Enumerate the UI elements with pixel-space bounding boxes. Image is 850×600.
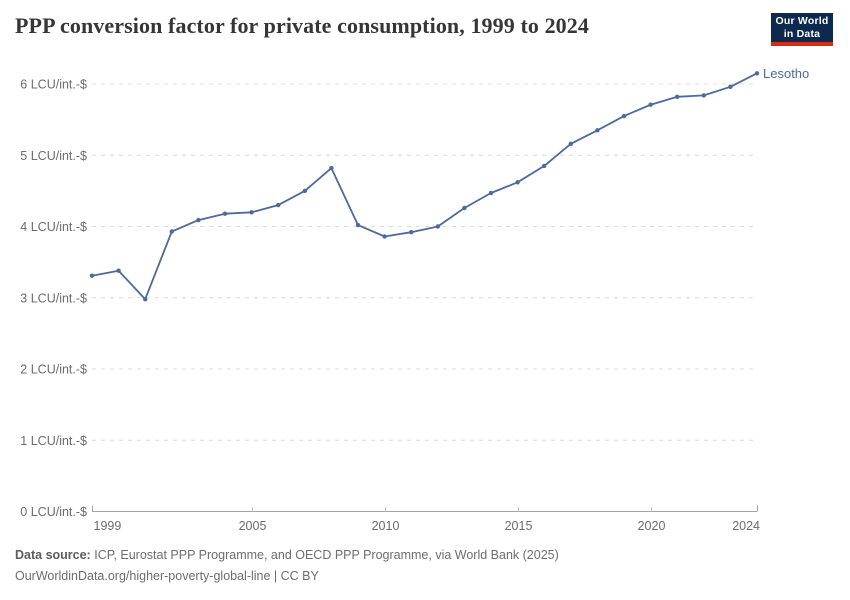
footer-link-line[interactable]: OurWorldinData.org/higher-poverty-global… (15, 569, 319, 583)
x-tick-label: 1999 (94, 519, 122, 533)
data-point[interactable] (169, 229, 174, 234)
data-point[interactable] (754, 71, 760, 76)
entity-label[interactable]: Lesotho (763, 66, 809, 81)
x-tick-label: 2005 (239, 519, 267, 533)
owid-logo[interactable]: Our World in Data (771, 13, 833, 46)
x-tick-label: 2024 (732, 519, 760, 533)
y-tick-label: 1 LCU/int.-$ (20, 434, 87, 448)
data-point[interactable] (355, 222, 361, 228)
data-point[interactable] (648, 102, 653, 107)
data-point[interactable] (249, 210, 254, 215)
data-point[interactable] (89, 273, 95, 278)
data-point[interactable] (488, 190, 494, 196)
data-point[interactable] (701, 93, 706, 98)
chart-footer: Data source: ICP, Eurostat PPP Programme… (15, 545, 835, 587)
data-point[interactable] (196, 217, 201, 223)
data-point[interactable] (143, 297, 148, 302)
data-point[interactable] (276, 202, 281, 208)
y-tick-label: 2 LCU/int.-$ (20, 363, 87, 377)
y-tick-label: 0 LCU/int.-$ (20, 505, 87, 519)
data-point[interactable] (116, 268, 121, 273)
data-point[interactable] (382, 234, 387, 239)
data-point[interactable] (435, 224, 440, 229)
x-tick-label: 2020 (638, 519, 666, 533)
data-source-text: ICP, Eurostat PPP Programme, and OECD PP… (94, 548, 559, 562)
data-point[interactable] (302, 188, 307, 194)
y-tick-label: 4 LCU/int.-$ (20, 220, 87, 234)
y-tick-label: 3 LCU/int.-$ (20, 291, 87, 305)
data-point[interactable] (728, 84, 733, 90)
data-line[interactable] (91, 72, 758, 301)
data-point[interactable] (222, 211, 228, 216)
data-source-label: Data source: (15, 548, 91, 562)
data-point[interactable] (568, 141, 573, 146)
data-point[interactable] (542, 163, 547, 169)
data-source-line: Data source: ICP, Eurostat PPP Programme… (15, 545, 835, 566)
owid-logo-line2: in Data (783, 28, 821, 40)
x-tick-label: 2015 (505, 519, 533, 533)
x-tick-label: 2010 (372, 519, 400, 533)
data-point[interactable] (675, 94, 680, 100)
data-point[interactable] (329, 165, 334, 171)
data-point[interactable] (621, 113, 627, 119)
owid-logo-line1: Our World (775, 15, 829, 27)
data-point[interactable] (462, 205, 467, 211)
data-point[interactable] (409, 230, 414, 235)
line-chart: 0 LCU/int.-$ 1 LCU/int.-$ 2 LCU/int.-$ 3 LC… (20, 66, 809, 533)
data-point[interactable] (595, 128, 600, 133)
y-tick-label: 5 LCU/int.-$ (20, 149, 87, 163)
chart-title: PPP conversion factor for private consum… (15, 13, 589, 38)
y-tick-label: 6 LCU/int.-$ (20, 78, 87, 92)
data-point[interactable] (515, 180, 520, 185)
